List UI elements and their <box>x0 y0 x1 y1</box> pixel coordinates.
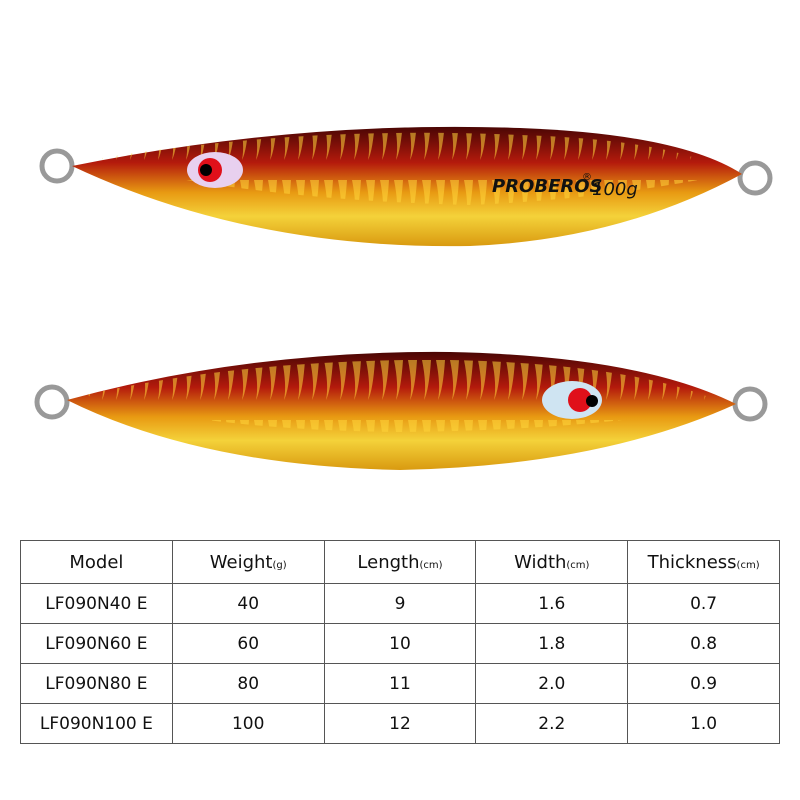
table-row: LF090N80 E 80 11 2.0 0.9 <box>20 663 780 704</box>
table-cell: 11 <box>323 663 477 704</box>
table-cell: 1.0 <box>627 703 780 744</box>
header-name: Model <box>69 551 124 573</box>
header-row: Model Weight(g) Length(cm) Width(cm) Thickne… <box>20 540 780 584</box>
table-row: LF090N40 E 40 9 1.6 0.7 <box>20 583 780 624</box>
table-cell: 0.7 <box>627 583 780 624</box>
header-unit: (g) <box>272 559 287 571</box>
table-cell: 10 <box>323 623 477 664</box>
weight-label: 100g <box>592 179 638 200</box>
header-name: Thickness <box>647 551 737 573</box>
header-name: Length <box>357 551 420 573</box>
table-cell: 12 <box>323 703 477 744</box>
table-cell: 60 <box>171 623 325 664</box>
header-cell: Model <box>20 540 173 584</box>
table-cell: 0.9 <box>627 663 780 704</box>
table-cell: 1.6 <box>475 583 629 624</box>
table-cell: 2.0 <box>475 663 629 704</box>
header-cell: Weight(g) <box>171 540 325 584</box>
table-cell: 9 <box>323 583 477 624</box>
table-row: LF090N100 E 100 12 2.2 1.0 <box>20 703 780 744</box>
table-row: LF090N60 E 60 10 1.8 0.8 <box>20 623 780 664</box>
header-cell: Thickness(cm) <box>627 540 780 584</box>
table-cell: 40 <box>171 583 325 624</box>
lure-bottom <box>34 351 768 470</box>
lure-images: PROBEROS ® 100g <box>34 126 773 470</box>
registered-mark: ® <box>582 172 592 183</box>
header-unit: (cm) <box>566 559 590 571</box>
table-cell: 1.8 <box>475 623 629 664</box>
table-cell: 2.2 <box>475 703 629 744</box>
table-cell: 80 <box>171 663 325 704</box>
table-cell: LF090N60 E <box>20 623 173 664</box>
header-cell: Width(cm) <box>475 540 629 584</box>
spec-table: Model Weight(g) Length(cm) Width(cm) Thickne… <box>20 540 780 744</box>
lure-top: PROBEROS ® 100g <box>39 126 773 247</box>
header-name: Width <box>514 551 567 573</box>
table-cell: 0.8 <box>627 623 780 664</box>
brand: PROBEROS <box>492 176 603 197</box>
table-cell: 100 <box>171 703 325 744</box>
table-cell: LF090N100 E <box>20 703 173 744</box>
header-unit: (cm) <box>419 559 443 571</box>
header-name: Weight <box>209 551 273 573</box>
table-body: LF090N40 E 40 9 1.6 0.7 LF090N60 E 60 10 1.8 0.8 L… <box>20 583 780 744</box>
table-cell: LF090N40 E <box>20 583 173 624</box>
table-cell: LF090N80 E <box>20 663 173 704</box>
header-unit: (cm) <box>736 559 760 571</box>
header-cell: Length(cm) <box>323 540 477 584</box>
